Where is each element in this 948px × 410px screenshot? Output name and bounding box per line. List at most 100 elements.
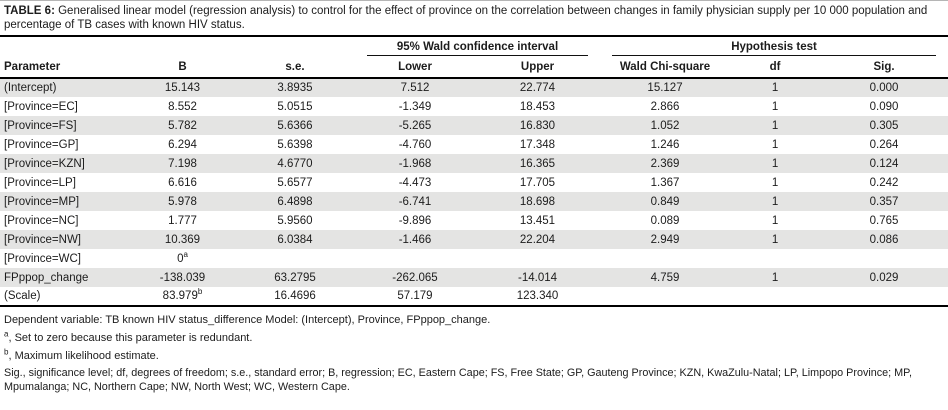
value-cell: -1.349 (398, 100, 432, 113)
table-row: [Province=NC] 1.777 5.9560 -9.896 13.451 0.08… (0, 211, 948, 230)
value-cell: 17.705 (519, 176, 556, 189)
parameter-cell: [Province=FS] (0, 116, 130, 135)
value-cell: 1.246 (650, 138, 680, 151)
value-cell: 1 (730, 230, 821, 249)
value-cell (600, 249, 730, 268)
value-cell: 2.949 (600, 230, 731, 249)
column-header-sig: Sig. (820, 57, 948, 79)
value-cell: 6.294 (168, 138, 197, 151)
value-cell (730, 249, 820, 268)
value-cell: 0.090 (869, 100, 899, 113)
value-cell: 0.086 (820, 230, 948, 249)
value-cell: 8.552 (168, 100, 197, 113)
table-row: (Scale) 83.979b 16.4696 57.179 123.340 (0, 287, 948, 307)
value-cell: 57.179 (355, 287, 475, 307)
value-cell: 1 (771, 138, 779, 151)
value-cell: 1.777 (168, 214, 197, 227)
value-cell (820, 287, 948, 307)
value-cell (730, 287, 821, 307)
value-cell: 16.830 (475, 116, 601, 135)
value-cell: 2.369 (600, 154, 731, 173)
table-row: [Province=KZN] 7.198 4.6770 -1.968 16.365 2.3… (0, 154, 948, 173)
value-cell: 3.8935 (235, 78, 355, 97)
group-header-row: 95% Wald confidence interval Hypothesis … (0, 37, 948, 57)
group-header-spacer (0, 37, 355, 57)
table-row: [Province=FS] 5.782 5.6366 -5.265 16.830 1.05… (0, 116, 948, 135)
value-cell: 0.089 (650, 214, 680, 227)
value-cell: 1 (771, 176, 779, 189)
value-cell: 5.9560 (277, 214, 313, 227)
value-cell: 0.124 (820, 154, 948, 173)
value-cell: 0.000 (820, 78, 948, 97)
value-cell: -14.014 (475, 268, 601, 287)
value-cell: -5.265 (355, 116, 475, 135)
table-row: [Province=LP] 6.616 5.6577 -4.473 17.705 1.36… (0, 173, 948, 192)
table-row: [Province=WC] 0a (0, 249, 948, 268)
value-cell: -9.896 (398, 214, 432, 227)
value-cell: -138.039 (130, 268, 235, 287)
value-cell: 0.029 (820, 268, 948, 287)
column-header-wald-chi-square: Wald Chi-square (600, 57, 731, 79)
value-cell: 18.698 (475, 192, 601, 211)
value-cell (600, 287, 731, 307)
value-cell: 22.774 (475, 78, 601, 97)
value-cell: 7.198 (130, 154, 235, 173)
value-cell: 0.264 (869, 138, 899, 151)
table-number: TABLE 6: (4, 5, 55, 17)
value-cell: 13.451 (519, 214, 556, 227)
value-cell: -4.473 (398, 176, 432, 189)
value-cell: 5.6366 (235, 116, 355, 135)
value-cell (235, 249, 355, 268)
parameter-cell: (Scale) (0, 287, 130, 307)
value-cell: 4.6770 (235, 154, 355, 173)
value-cell: 5.978 (130, 192, 235, 211)
parameter-cell: [Province=WC] (4, 252, 82, 265)
value-cell: 2.866 (650, 100, 680, 113)
column-header-lower: Lower (355, 57, 475, 79)
value-cell: 6.616 (168, 176, 197, 189)
table-row: [Province=MP] 5.978 6.4898 -6.741 18.698 0.84… (0, 192, 948, 211)
value-cell: -1.466 (355, 230, 475, 249)
value-cell: 1 (771, 100, 779, 113)
value-cell: 17.348 (519, 138, 556, 151)
parameter-cell: [Province=NC] (4, 214, 79, 227)
value-cell: 5.6577 (277, 176, 313, 189)
value-cell: 1 (730, 192, 821, 211)
value-cell: 6.4898 (235, 192, 355, 211)
value-cell (475, 249, 600, 268)
value-cell: -262.065 (355, 268, 475, 287)
table-row: (Intercept) 15.143 3.8935 7.512 22.774 15.127… (0, 78, 948, 97)
group-header-confidence-interval: 95% Wald confidence interval (355, 37, 600, 57)
value-cell (820, 249, 948, 268)
value-cell: 0a (177, 249, 188, 265)
value-cell: 1.052 (600, 116, 731, 135)
group-header-hypothesis-test: Hypothesis test (600, 37, 948, 57)
top-rule (0, 35, 948, 37)
value-cell: 0.305 (820, 116, 948, 135)
value-cell: 1 (730, 116, 821, 135)
value-cell: 18.453 (519, 100, 556, 113)
column-header-parameter: Parameter (0, 57, 130, 79)
value-cell: 1 (730, 154, 821, 173)
footnote-b: b, Maximum likelihood estimate. (4, 347, 159, 362)
parameter-cell: FPppop_change (0, 268, 130, 287)
value-cell: 0.242 (869, 176, 899, 189)
column-header-b: B (130, 57, 235, 79)
column-header-upper: Upper (475, 57, 601, 79)
parameter-cell: [Province=NW] (0, 230, 130, 249)
value-cell: 123.340 (475, 287, 601, 307)
value-cell: 83.979b (130, 287, 235, 307)
value-cell: 0.765 (869, 214, 899, 227)
column-header-df: df (730, 57, 821, 79)
table-row: FPppop_change -138.039 63.2795 -262.065 -14.… (0, 268, 948, 287)
footnote-dependent-variable: Dependent variable: TB known HIV status_… (4, 314, 491, 326)
value-cell: 4.759 (600, 268, 731, 287)
table-row: [Province=GP] 6.294 5.6398 -4.760 17.348 1.24… (0, 135, 948, 154)
value-cell: 10.369 (130, 230, 235, 249)
value-cell: -6.741 (355, 192, 475, 211)
parameter-cell: [Province=GP] (4, 138, 79, 151)
value-cell: 15.127 (600, 78, 731, 97)
regression-table: 95% Wald confidence interval Hypothesis … (0, 37, 948, 307)
value-cell: 22.204 (475, 230, 601, 249)
footnote-abbreviations: Sig., significance level; df, degrees of… (4, 367, 912, 393)
